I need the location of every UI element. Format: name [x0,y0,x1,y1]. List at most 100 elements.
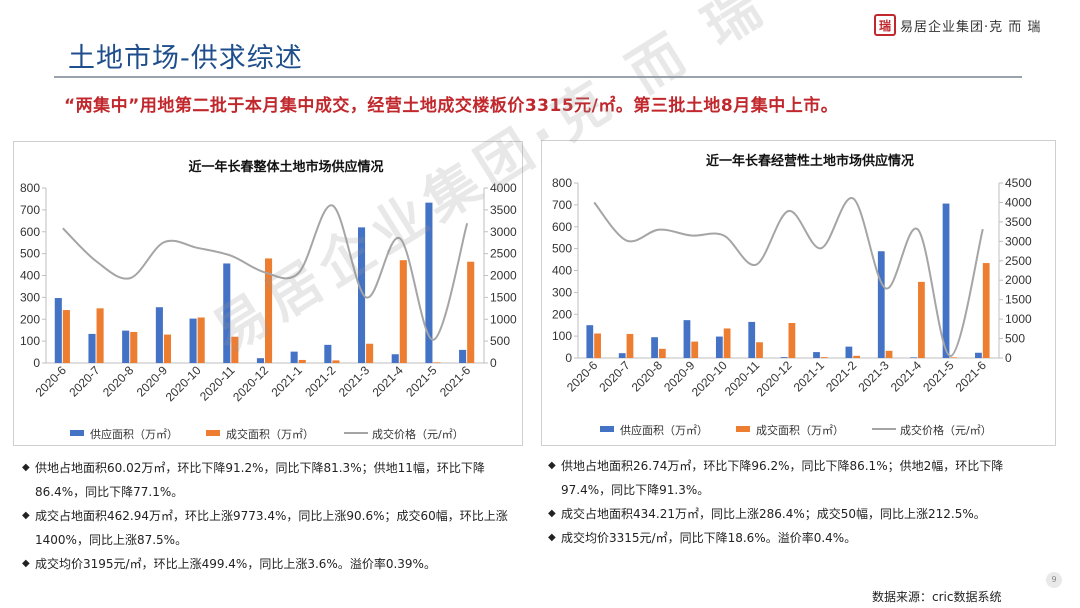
x-axis-tick-label: 2021-3 [336,363,373,400]
deal-price-line [62,204,469,341]
right-axis-tick-label: 4000 [490,181,517,195]
right-axis-tick-label: 2000 [1005,273,1032,287]
deal-area-bar [433,362,441,363]
left-axis-tick-label: 800 [20,181,40,195]
deal-price-line [593,197,984,358]
deal-area-bar [658,348,666,358]
note-item: ◆ 供地占地面积26.74万㎡，环比下降96.2%，同比下降86.1%；供地2幅… [548,454,1048,502]
right-axis-tick-label: 500 [490,334,510,348]
deal-legend-swatch [206,430,220,436]
page-title: 土地市场-供求综述 [68,43,303,74]
bullet-icon: ◆ [548,532,556,543]
x-axis-tick-label: 2021-6 [437,363,474,400]
supply-area-bar [256,358,264,363]
left-axis-tick-label: 500 [20,247,40,261]
deal-area-bar [723,328,731,358]
deal-area-bar [788,323,796,358]
x-axis-tick-label: 2020-8 [100,363,137,400]
left-axis-tick-label: 400 [552,264,572,278]
left-axis-tick-label: 400 [20,269,40,283]
deal-area-bar [820,357,828,358]
legend-label: 成交面积（万㎡） [756,423,844,437]
supply-area-bar [780,357,788,358]
right-axis-tick-label: 4500 [1005,176,1032,190]
x-axis-tick-label: 2021-6 [953,358,990,395]
supply-area-bar [877,251,885,358]
deal-area-bar [163,334,172,363]
supply-area-bar [324,344,332,363]
note-item: ◆ 成交占地面积462.94万㎡，环比上涨9773.4%，同比上涨90.6%；成交… [22,504,522,552]
legend-label: 供应面积（万㎡） [90,427,178,441]
company-logo: 瑞 易居企业集团·克 而 瑞 [874,14,1041,36]
supply-legend-swatch [70,430,84,436]
deal-area-bar [594,333,601,358]
x-axis-tick-label: 2020-10 [689,358,730,399]
note-text: 供地占地面积26.74万㎡，环比下降96.2%，同比下降86.1%；供地2幅，环… [561,459,1004,497]
title-divider [54,76,1022,78]
supply-area-bar [586,325,594,358]
data-source: 数据来源：cric数据系统 [872,590,1002,604]
note-text: 成交占地面积434.21万㎡，同比上涨286.4%；成交50幅，同比上涨212.… [561,507,986,521]
commercial-land-supply-chart-panel: 近一年长春经营性土地市场供应情况 0 100 200 300 400 500 600 700 80… [541,140,1056,446]
deal-area-bar [467,261,475,363]
note-text: 成交占地面积462.94万㎡，环比上涨9773.4%，同比上涨90.6%；成交6… [35,509,508,547]
supply-area-bar [748,321,756,358]
x-axis-tick-label: 2020-12 [230,363,271,404]
right-axis-tick-label: 3500 [490,203,517,217]
right-axis-tick-label: 0 [490,356,497,370]
supply-area-bar [459,349,467,363]
supply-area-bar [845,346,853,358]
deal-area-bar [982,263,990,358]
x-axis-tick-label: 2020-7 [66,363,103,400]
supply-area-bar [715,336,723,358]
supply-area-bar [813,352,820,358]
x-axis-tick-label: 2021-2 [302,363,339,400]
deal-area-bar [399,260,407,363]
logo-text: 易居企业集团·克 而 瑞 [900,19,1042,35]
right-axis-tick-label: 0 [1005,351,1012,365]
left-axis-tick-label: 700 [20,203,40,217]
legend-label: 成交面积（万㎡） [226,427,314,441]
deal-area-bar [130,331,138,363]
right-axis-tick-label: 1000 [1005,312,1032,326]
left-axis-tick-label: 600 [20,225,40,239]
deal-area-bar [96,308,104,363]
supply-area-bar [290,351,298,363]
supply-area-bar [910,357,918,358]
x-axis-tick-label: 2021-1 [268,363,305,400]
x-axis-tick-label: 2021-4 [370,363,407,400]
note-text: 供地占地面积60.02万㎡，环比下降91.2%，同比下降81.3%；供地11幅，… [35,461,485,499]
deal-area-bar [62,310,70,363]
logo-seal-icon: 瑞 [874,14,896,36]
note-item: ◆ 成交均价3315元/㎡，同比下降18.6%。溢价率0.4%。 [548,526,1048,550]
x-axis-tick-label: 2021-4 [888,358,925,395]
supply-area-bar [942,203,950,358]
note-item: ◆ 成交均价3195元/㎡，环比上涨499.4%，同比上涨3.6%。溢价率0.39… [22,552,522,576]
overall-land-supply-chart: 近一年长春整体土地市场供应情况 0 100 200 300 400 500 600 700 800… [20,159,517,441]
supply-area-bar [223,263,231,363]
deal-area-bar [756,342,763,358]
x-axis-tick-label: 2021-5 [403,363,440,400]
bullet-icon: ◆ [22,510,30,521]
deal-area-bar [885,350,893,358]
right-axis-tick-label: 2500 [490,247,517,261]
right-axis-tick-label: 3000 [490,225,517,239]
deal-area-bar [853,355,861,358]
left-axis-tick-label: 300 [20,290,40,304]
left-axis-tick-label: 500 [552,242,572,256]
supply-area-bar [122,330,130,363]
right-axis-tick-label: 2500 [1005,254,1032,268]
supply-area-bar [88,333,96,363]
supply-area-bar [155,307,163,363]
left-axis-tick-label: 200 [20,312,40,326]
bullet-icon: ◆ [22,462,30,473]
legend-label: 成交价格（元/㎡） [372,427,464,441]
note-item: ◆ 成交占地面积434.21万㎡，同比上涨286.4%；成交50幅，同比上涨212… [548,502,1048,526]
chart-title: 近一年长春经营性土地市场供应情况 [706,153,914,169]
deal-area-bar [298,359,306,363]
x-axis-tick-label: 2021-2 [823,358,860,395]
deal-area-bar [332,360,340,363]
left-axis-tick-label: 600 [552,220,572,234]
bullet-icon: ◆ [22,558,30,569]
left-axis-tick-label: 300 [552,285,572,299]
